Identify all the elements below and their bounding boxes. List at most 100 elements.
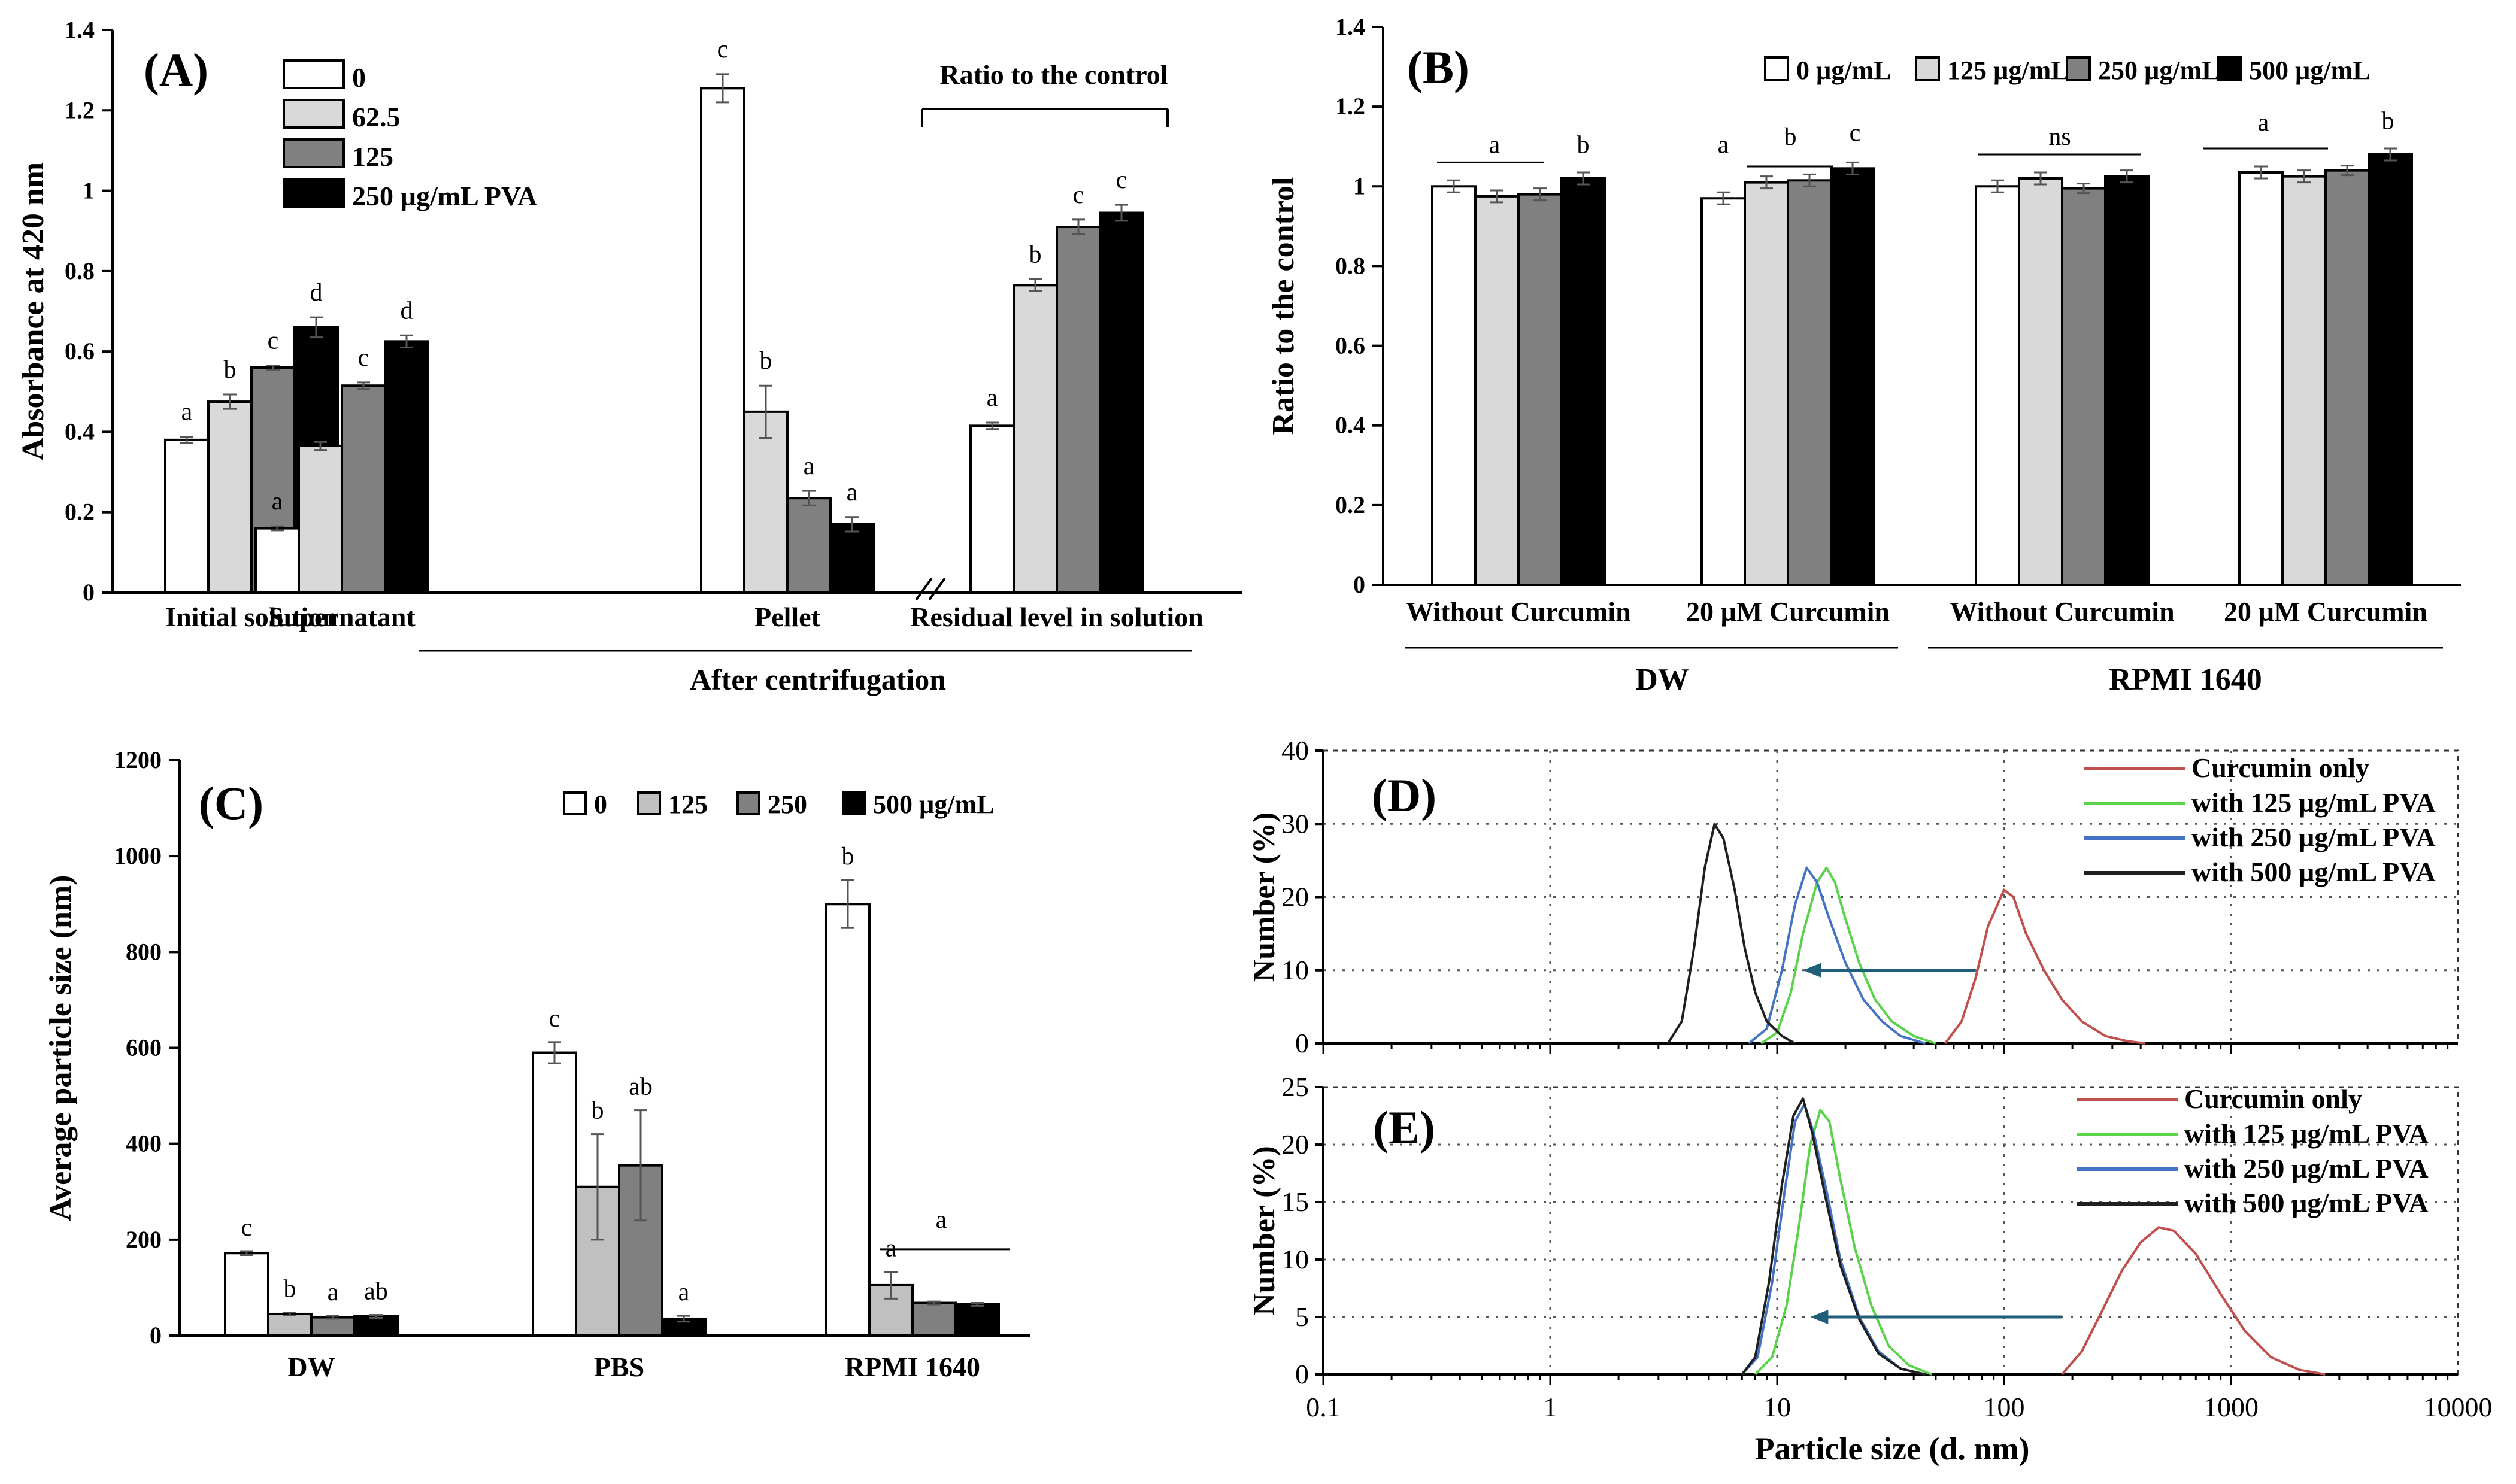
x-category-label: Pellet: [754, 602, 820, 632]
significance-letter: ab: [364, 1278, 388, 1306]
x-tick-label: 1: [1544, 1392, 1557, 1422]
legend-label: with 500 µg/mL PVA: [2191, 857, 2436, 887]
bar: [700, 87, 745, 594]
axis-break: [928, 577, 946, 601]
bar: [532, 1051, 577, 1337]
bar: [1517, 193, 1563, 587]
x-category-label: 20 µM Curcumin: [1686, 596, 1890, 627]
bar: [254, 527, 300, 594]
legend-label: 500 µg/mL: [873, 790, 995, 819]
significance-letter: a: [847, 479, 858, 506]
x-tick-label: 100: [1984, 1392, 2025, 1422]
bar: [1700, 197, 1746, 586]
x-axis-label: Particle size (d. nm): [1755, 1431, 2030, 1467]
significance-letter: b: [314, 403, 327, 431]
legend-swatch: [283, 138, 345, 168]
bar: [2281, 175, 2327, 586]
significance-letter: a: [1489, 131, 1500, 159]
bar: [825, 903, 871, 1337]
series-line: [1760, 866, 1936, 1045]
x-tick-label: 10000: [2424, 1392, 2493, 1422]
y-tick-label: 200: [126, 1226, 162, 1253]
significance-letter: b: [1577, 131, 1590, 159]
y-tick-label: 0.4: [65, 418, 95, 445]
significance-letter: b: [842, 843, 854, 870]
significance-letter: c: [241, 1214, 253, 1242]
x-tick-label: 0.1: [1306, 1392, 1341, 1422]
y-tick-label: 0.8: [1335, 252, 1365, 279]
y-tick-label: 20: [1281, 882, 1309, 912]
y-tick-label: 20: [1281, 1129, 1309, 1160]
significance-letter: c: [358, 344, 369, 372]
legend-label: 0: [352, 62, 366, 93]
bar: [298, 444, 343, 594]
y-tick-label: 0.2: [1335, 491, 1365, 518]
axis-break: [915, 577, 933, 601]
bar: [1056, 226, 1101, 594]
legend-label: 0 µg/mL: [1796, 56, 1891, 85]
bar: [2018, 177, 2063, 586]
legend-label: 250 µg/mL PVA: [352, 181, 537, 211]
plot-frame: [1322, 1086, 2459, 1376]
group-label: After centrifugation: [690, 663, 946, 696]
x-category-label: Residual level in solution: [910, 602, 1203, 632]
legend-label: 125: [352, 141, 393, 172]
legend-swatch: [283, 99, 345, 129]
y-tick-label: 0.6: [65, 338, 95, 365]
series-line: [1754, 1109, 1932, 1376]
x-category-label: DW: [287, 1352, 335, 1382]
y-tick-label: 1.2: [65, 96, 95, 123]
significance-letter: b: [284, 1276, 296, 1303]
y-tick-label: 30: [1281, 808, 1309, 839]
bar: [1431, 185, 1477, 586]
y-tick-label: 10: [1281, 955, 1309, 985]
y-tick-label: 0: [83, 579, 95, 606]
panel-label: (B): [1407, 41, 1469, 93]
y-tick-label: 1: [1353, 172, 1365, 199]
legend-label: with 125 µg/mL PVA: [2191, 787, 2436, 818]
y-tick-label: 10: [1281, 1244, 1309, 1274]
shift-arrow-head: [1803, 963, 1821, 978]
x-category-label: RPMI 1640: [845, 1352, 980, 1382]
legend-label: 250 µg/mL: [2098, 56, 2220, 85]
legend-swatch: [637, 791, 661, 815]
bar: [207, 400, 253, 594]
x-tick-label: 10: [1763, 1392, 1791, 1422]
significance-letter: c: [549, 1005, 560, 1033]
significance-letter: a: [272, 488, 283, 515]
bar: [2061, 187, 2106, 587]
bar: [2104, 175, 2150, 586]
y-tick-label: 1.4: [1335, 13, 1365, 40]
bar: [1830, 167, 1875, 587]
y-axis-label: Ratio to the control: [1266, 177, 1301, 435]
bar: [353, 1315, 399, 1337]
significance-letter: c: [717, 36, 729, 63]
y-tick-label: 0: [1295, 1359, 1309, 1389]
y-tick-label: 800: [126, 938, 162, 965]
y-tick-label: 600: [126, 1034, 162, 1061]
legend-swatch: [1764, 56, 1789, 81]
series-line: [1748, 866, 1926, 1045]
legend-swatch: [1915, 56, 1940, 81]
bar: [1787, 179, 1832, 586]
series-line: [1944, 888, 2146, 1045]
legend-label: Curcumin only: [2191, 752, 2369, 783]
legend-label: 250: [768, 790, 807, 819]
significance-letter: a: [2258, 109, 2269, 136]
legend-label: with 125 µg/mL PVA: [2184, 1118, 2429, 1149]
series-line: [1666, 823, 1796, 1045]
significance-letter: a: [1718, 131, 1729, 159]
bar: [341, 384, 386, 594]
y-tick-label: 1000: [114, 842, 162, 869]
significance-letter: c: [1850, 119, 1861, 147]
y-tick-label: 0.2: [65, 499, 95, 526]
bar: [911, 1301, 957, 1337]
significance-letter: ns: [2048, 123, 2071, 151]
bar: [743, 410, 789, 594]
significance-letter: d: [401, 297, 413, 324]
significance-letter: d: [310, 279, 323, 306]
x-category-label: PBS: [594, 1352, 644, 1382]
bar: [2368, 153, 2413, 586]
significance-letter: c: [268, 327, 279, 355]
significance-letter: b: [760, 347, 772, 375]
